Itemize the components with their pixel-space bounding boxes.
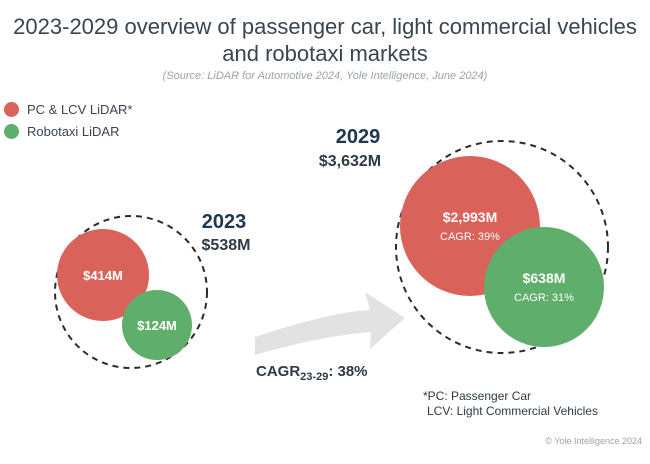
year-label-2023: 2023 [202, 211, 247, 233]
footnote: *PC: Passenger Car LCV: Light Commercial… [423, 389, 598, 419]
legend-swatch-pc-lcv [4, 101, 19, 117]
bubble-outline-2029 [395, 140, 609, 354]
growth-arrow [255, 292, 405, 355]
chart-title-line-1: 2023-2029 overview of passenger car, lig… [13, 14, 637, 39]
cagr-label-pc-lcv-2029: CAGR: 39% [440, 231, 500, 243]
total-label-2023: $538M [202, 237, 251, 254]
year-label-2029: 2029 [336, 126, 381, 148]
footnote-line-2: LCV: Light Commercial Vehicles [427, 404, 598, 418]
legend-swatch-robotaxi [4, 123, 19, 139]
bubble-robotaxi-2023 [122, 290, 192, 360]
cagr-label-robotaxi-2029: CAGR: 31% [514, 292, 574, 304]
legend-label-pc-lcv: PC & LCV LiDAR* [27, 101, 133, 117]
total-label-2029: $3,632M [319, 153, 381, 170]
bubble-pc-lcv-2023 [57, 229, 149, 321]
bubble-robotaxi-2029 [484, 227, 604, 347]
value-label-pc-lcv-2023: $414M [83, 268, 123, 283]
footnote-line-1: *PC: Passenger Car [423, 389, 532, 403]
source-note: (Source: LiDAR for Automotive 2024, Yole… [162, 70, 488, 82]
legend-item-robotaxi: Robotaxi LiDAR [4, 120, 132, 142]
copyright: © Yole Intelligence 2024 [545, 436, 642, 446]
value-label-pc-lcv-2029: $2,993M [443, 209, 497, 225]
legend: PC & LCV LiDAR* Robotaxi LiDAR [4, 98, 132, 142]
value-label-robotaxi-2023: $124M [137, 318, 177, 333]
legend-item-pc-lcv: PC & LCV LiDAR* [4, 98, 132, 120]
overall-cagr-label: CAGR23-29: 38% [256, 363, 368, 383]
chart-title-line-2: and robotaxi markets [222, 41, 428, 66]
legend-label-robotaxi: Robotaxi LiDAR [27, 123, 120, 139]
value-label-robotaxi-2029: $638M [523, 270, 566, 286]
bubble-outline-2023 [54, 215, 208, 369]
